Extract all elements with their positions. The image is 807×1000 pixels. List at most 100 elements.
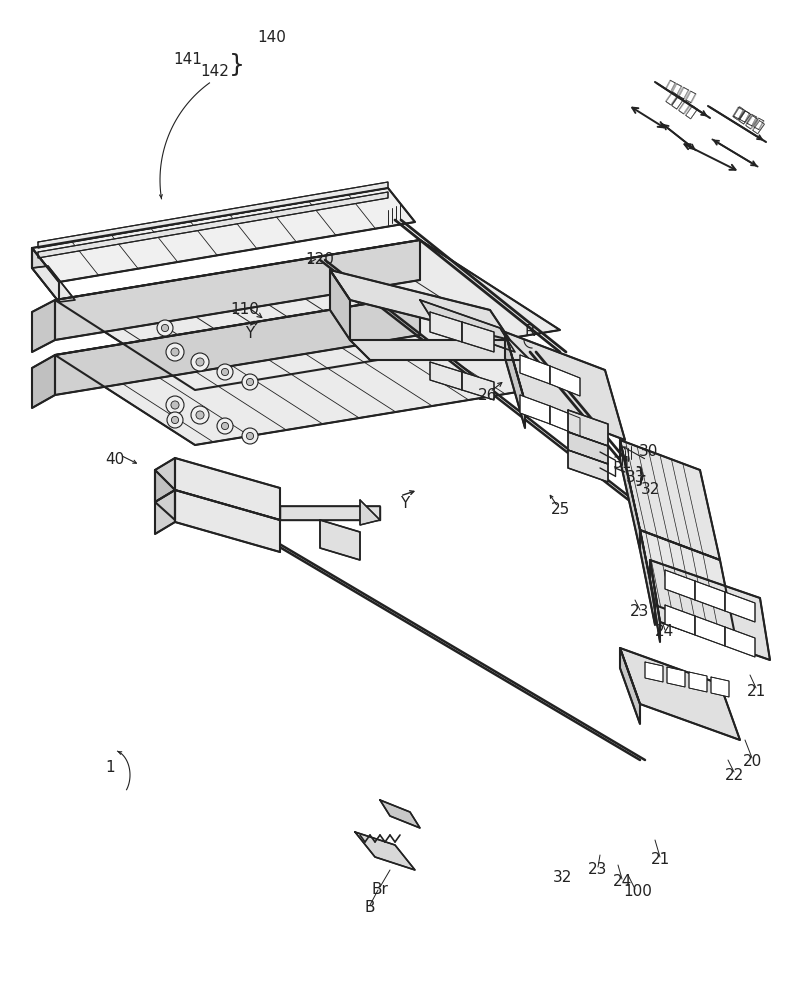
Text: 120: 120	[306, 252, 334, 267]
Text: 21: 21	[746, 684, 766, 700]
Text: }: }	[229, 53, 245, 77]
Polygon shape	[689, 672, 707, 692]
Polygon shape	[55, 240, 560, 390]
Text: Y: Y	[245, 326, 255, 342]
Text: R: R	[525, 324, 535, 340]
Polygon shape	[725, 592, 755, 622]
Text: 20: 20	[742, 754, 762, 770]
Text: 100: 100	[624, 884, 652, 900]
Polygon shape	[280, 506, 380, 520]
Polygon shape	[550, 406, 580, 436]
Polygon shape	[520, 395, 550, 424]
Polygon shape	[38, 182, 388, 248]
Polygon shape	[620, 648, 740, 740]
Polygon shape	[55, 295, 560, 445]
Polygon shape	[360, 500, 380, 525]
Polygon shape	[620, 440, 720, 560]
Polygon shape	[711, 677, 729, 697]
Text: 24: 24	[655, 624, 675, 640]
Polygon shape	[462, 322, 494, 352]
Text: 32: 32	[552, 870, 571, 886]
Text: 141: 141	[174, 52, 203, 68]
Text: 25: 25	[550, 502, 570, 518]
Polygon shape	[505, 332, 625, 440]
Text: 140: 140	[257, 30, 286, 45]
Circle shape	[167, 412, 183, 428]
Polygon shape	[640, 530, 655, 625]
Text: Y: Y	[400, 496, 410, 512]
Polygon shape	[650, 560, 770, 660]
Text: 1: 1	[105, 760, 115, 776]
Polygon shape	[568, 450, 608, 482]
Text: 31: 31	[613, 456, 632, 472]
Circle shape	[242, 428, 258, 444]
Text: 110: 110	[231, 302, 259, 318]
Polygon shape	[420, 300, 515, 352]
Polygon shape	[155, 458, 175, 502]
Polygon shape	[505, 332, 525, 428]
Text: B: B	[365, 900, 375, 916]
Polygon shape	[430, 312, 462, 342]
Text: 長度方向: 長度方向	[663, 79, 697, 105]
Polygon shape	[32, 188, 415, 282]
Circle shape	[191, 406, 209, 424]
Polygon shape	[520, 355, 550, 384]
Polygon shape	[645, 662, 663, 682]
Circle shape	[157, 320, 173, 336]
Text: 142: 142	[201, 64, 229, 80]
Circle shape	[171, 401, 179, 409]
Polygon shape	[32, 300, 55, 352]
Text: Br: Br	[371, 882, 388, 898]
Circle shape	[221, 368, 228, 376]
Text: 40: 40	[106, 452, 124, 468]
Polygon shape	[32, 355, 55, 408]
Text: 寬度方向: 寬度方向	[731, 106, 765, 132]
Text: 30: 30	[638, 444, 658, 460]
Text: 32: 32	[642, 483, 661, 497]
Circle shape	[196, 358, 204, 366]
Text: 21: 21	[650, 852, 670, 867]
Polygon shape	[350, 340, 530, 360]
Polygon shape	[320, 520, 360, 560]
Circle shape	[161, 324, 169, 332]
Polygon shape	[725, 627, 755, 657]
Polygon shape	[620, 440, 640, 550]
Polygon shape	[620, 648, 640, 724]
Polygon shape	[695, 581, 725, 611]
Polygon shape	[175, 490, 280, 552]
Text: 23: 23	[588, 862, 608, 878]
Polygon shape	[32, 266, 75, 302]
Text: 寬度方向: 寬度方向	[730, 105, 766, 135]
Circle shape	[171, 348, 179, 356]
Polygon shape	[650, 560, 660, 642]
Circle shape	[191, 353, 209, 371]
Circle shape	[246, 378, 253, 386]
Polygon shape	[430, 362, 462, 390]
Circle shape	[166, 396, 184, 414]
Polygon shape	[665, 570, 695, 600]
Text: 33: 33	[626, 470, 646, 485]
Text: 24: 24	[613, 874, 632, 890]
Polygon shape	[462, 372, 494, 400]
Circle shape	[217, 364, 233, 380]
Circle shape	[166, 343, 184, 361]
Polygon shape	[55, 295, 420, 395]
Text: }: }	[633, 466, 647, 486]
Polygon shape	[175, 458, 280, 520]
Polygon shape	[330, 270, 350, 340]
Text: 26: 26	[479, 387, 498, 402]
Polygon shape	[38, 192, 388, 258]
Polygon shape	[355, 832, 415, 870]
Polygon shape	[568, 410, 608, 446]
Circle shape	[196, 411, 204, 419]
Polygon shape	[665, 605, 695, 635]
Polygon shape	[667, 667, 685, 687]
Circle shape	[217, 418, 233, 434]
Polygon shape	[550, 366, 580, 396]
Polygon shape	[640, 530, 735, 635]
Polygon shape	[695, 616, 725, 646]
Circle shape	[246, 432, 253, 440]
Circle shape	[242, 374, 258, 390]
Polygon shape	[155, 490, 175, 534]
Polygon shape	[568, 432, 608, 464]
